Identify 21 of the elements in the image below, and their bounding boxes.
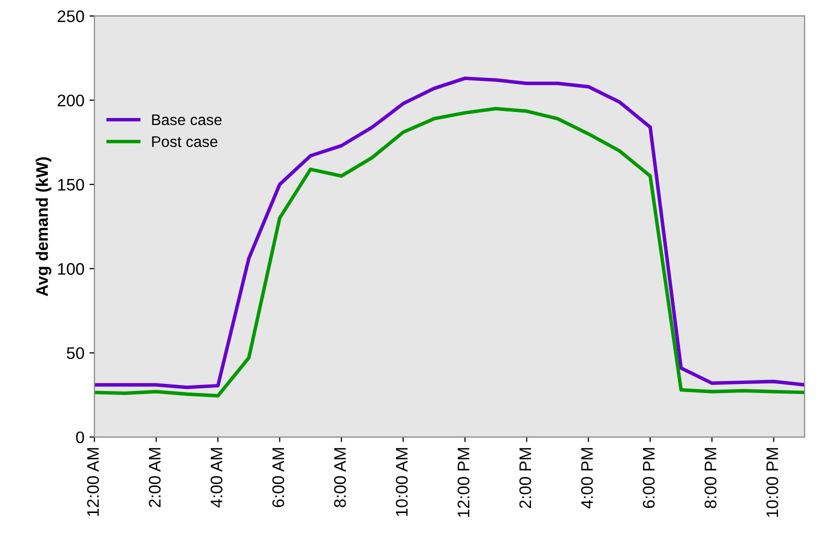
legend-label: Post case — [152, 136, 218, 148]
y-tick-label: 100 — [58, 263, 84, 275]
y-tick-label: 250 — [58, 10, 84, 22]
y-tick-label: 50 — [66, 347, 84, 360]
y-tick-label: 150 — [58, 178, 84, 191]
x-tick-label: 6:00 AM — [272, 448, 284, 508]
x-tick-label: 10:00 PM — [766, 448, 778, 517]
y-tick-label: 200 — [58, 94, 84, 106]
y-tick-label: 0 — [76, 431, 84, 444]
x-tick-label: 4:00 PM — [581, 448, 593, 508]
x-tick-label: 4:00 AM — [210, 448, 222, 508]
x-tick-label: 10:00 AM — [396, 448, 408, 516]
x-tick-label: 12:00 PM — [458, 448, 470, 517]
x-tick-label: 8:00 AM — [334, 448, 346, 508]
x-tick-label: 2:00 PM — [519, 448, 532, 508]
x-tick-label: 6:00 PM — [642, 448, 655, 508]
x-tick-label: 12:00 AM — [87, 448, 99, 516]
x-tick-label: 8:00 PM — [704, 448, 716, 508]
y-axis-title: Avg demand (kW) — [36, 157, 52, 296]
legend-label: Base case — [152, 114, 222, 126]
x-tick-label: 2:00 AM — [148, 448, 161, 508]
